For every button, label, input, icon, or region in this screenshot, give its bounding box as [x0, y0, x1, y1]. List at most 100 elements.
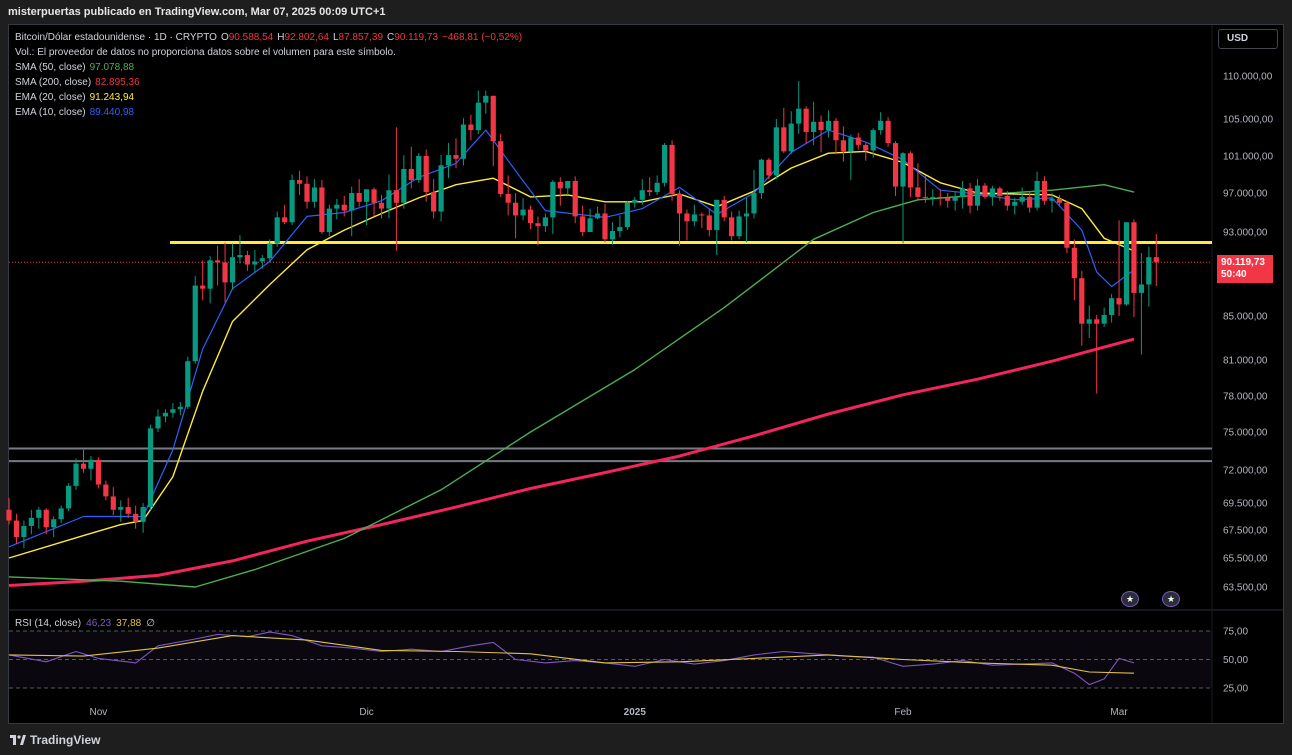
candle-body	[36, 509, 42, 518]
ema10-label: EMA (10, close)	[15, 107, 86, 118]
candle-body	[729, 217, 735, 237]
candle-body	[28, 517, 34, 526]
candle-body	[274, 217, 280, 244]
candle-body	[21, 525, 27, 537]
candle-body	[565, 180, 571, 189]
candle-body	[1116, 298, 1122, 305]
legend-ema20-row[interactable]: EMA (20, close) 91.243,94	[15, 90, 522, 105]
price-axis-tick: 72.000,00	[1223, 466, 1268, 477]
symbol-label[interactable]: Bitcoin/Dólar estadounidense · 1D · CRYP…	[15, 32, 217, 43]
candle-body	[252, 261, 258, 265]
candle-body	[416, 156, 422, 181]
candle-body	[513, 202, 519, 216]
currency-button[interactable]: USD	[1218, 29, 1278, 49]
candle-body	[974, 185, 981, 206]
candle-body	[1041, 180, 1048, 201]
volume-note: Vol.: El proveedor de datos no proporcio…	[15, 47, 396, 58]
rsi-value: 46,23	[86, 618, 112, 629]
candle-body	[691, 214, 697, 222]
candle-body	[945, 197, 951, 201]
candle-body	[930, 196, 936, 198]
candle-body	[758, 159, 765, 193]
candle-body	[170, 409, 176, 413]
ohlc-low: L87.857,39	[332, 32, 384, 43]
candle-body	[296, 180, 303, 184]
legend-ema10-row[interactable]: EMA (10, close) 89.440,98	[15, 105, 522, 120]
candle-body	[401, 168, 407, 203]
candle-body	[326, 208, 332, 232]
candle-body	[848, 137, 854, 152]
candle-body	[237, 255, 243, 258]
candle-body	[1012, 201, 1018, 206]
candle-body	[662, 144, 668, 183]
candle-body	[982, 185, 988, 197]
candle-body	[267, 243, 273, 259]
candle-body	[557, 181, 563, 189]
candle-body	[669, 144, 675, 194]
sma50-line	[8, 184, 1135, 588]
candle-body	[825, 120, 832, 131]
candle-body	[811, 121, 817, 132]
rsi-legend: RSI (14, close) 46,23 37,88 ∅	[15, 618, 155, 629]
candle-body	[103, 484, 109, 497]
candle-body	[714, 199, 720, 231]
candle-body	[185, 361, 191, 407]
candle-body	[215, 260, 221, 263]
candle-body	[624, 202, 630, 228]
price-axis-tick: 75.000,00	[1223, 428, 1268, 439]
price-axis-tick: 65.500,00	[1223, 554, 1268, 565]
candle-body	[609, 231, 616, 240]
candle-body	[684, 213, 690, 222]
legend-sma200-row[interactable]: SMA (200, close) 82.895,36	[15, 75, 522, 90]
candle-body	[796, 108, 802, 124]
candle-body	[699, 214, 705, 216]
candle-body	[155, 416, 161, 429]
candle-body	[311, 187, 318, 202]
candle-body	[863, 144, 869, 151]
price-axis-tick: 81.000,00	[1223, 356, 1268, 367]
chart-frame[interactable]	[8, 24, 1284, 724]
candle-body	[580, 216, 586, 232]
rsi-extra: ∅	[146, 618, 155, 629]
us-flag-event-icon[interactable]: ★	[1121, 591, 1139, 607]
candle-body	[468, 124, 474, 131]
candle-body	[13, 520, 20, 537]
candle-body	[870, 130, 876, 151]
candle-body	[125, 507, 131, 514]
tradingview-brand: TradingView	[30, 733, 101, 747]
ohlc-close: C90.119,73	[387, 32, 439, 43]
candle-body	[334, 204, 340, 209]
legend-volume-row: Vol.: El proveedor de datos no proporcio…	[15, 45, 522, 60]
us-flag-event-icon[interactable]: ★	[1162, 591, 1180, 607]
candle-body	[542, 217, 548, 227]
candle-body	[602, 213, 608, 240]
candle-body	[840, 140, 846, 152]
candle-body	[900, 153, 906, 187]
candle-body	[706, 215, 712, 231]
price-axis-tick: 101.000,00	[1223, 152, 1273, 163]
candle-body	[527, 209, 534, 224]
publisher-line: misterpuertas publicado en TradingView.c…	[8, 6, 386, 18]
candle-body	[1049, 198, 1055, 201]
legend-sma50-row[interactable]: SMA (50, close) 97.078,88	[15, 60, 522, 75]
candle-body	[594, 213, 601, 219]
candle-body	[1101, 314, 1107, 324]
tradingview-logo[interactable]: TradingView	[10, 733, 100, 747]
rsi-label[interactable]: RSI (14, close)	[15, 618, 82, 629]
candle-body	[6, 509, 12, 521]
candle-body	[438, 165, 444, 212]
candle-body	[133, 513, 139, 522]
rsi-axis-tick: 25,00	[1223, 684, 1248, 695]
time-axis-label: Dic	[359, 707, 373, 718]
candle-body	[207, 260, 213, 289]
candle-body	[915, 187, 921, 197]
sma50-label: SMA (50, close)	[15, 62, 86, 73]
bar-countdown: 50:40	[1221, 269, 1247, 280]
rsi-axis-tick: 50,00	[1223, 655, 1248, 666]
candle-body	[781, 127, 787, 152]
candle-body	[445, 155, 452, 166]
candle-body	[892, 143, 899, 187]
candle-body	[423, 156, 429, 193]
candle-body	[878, 120, 884, 131]
